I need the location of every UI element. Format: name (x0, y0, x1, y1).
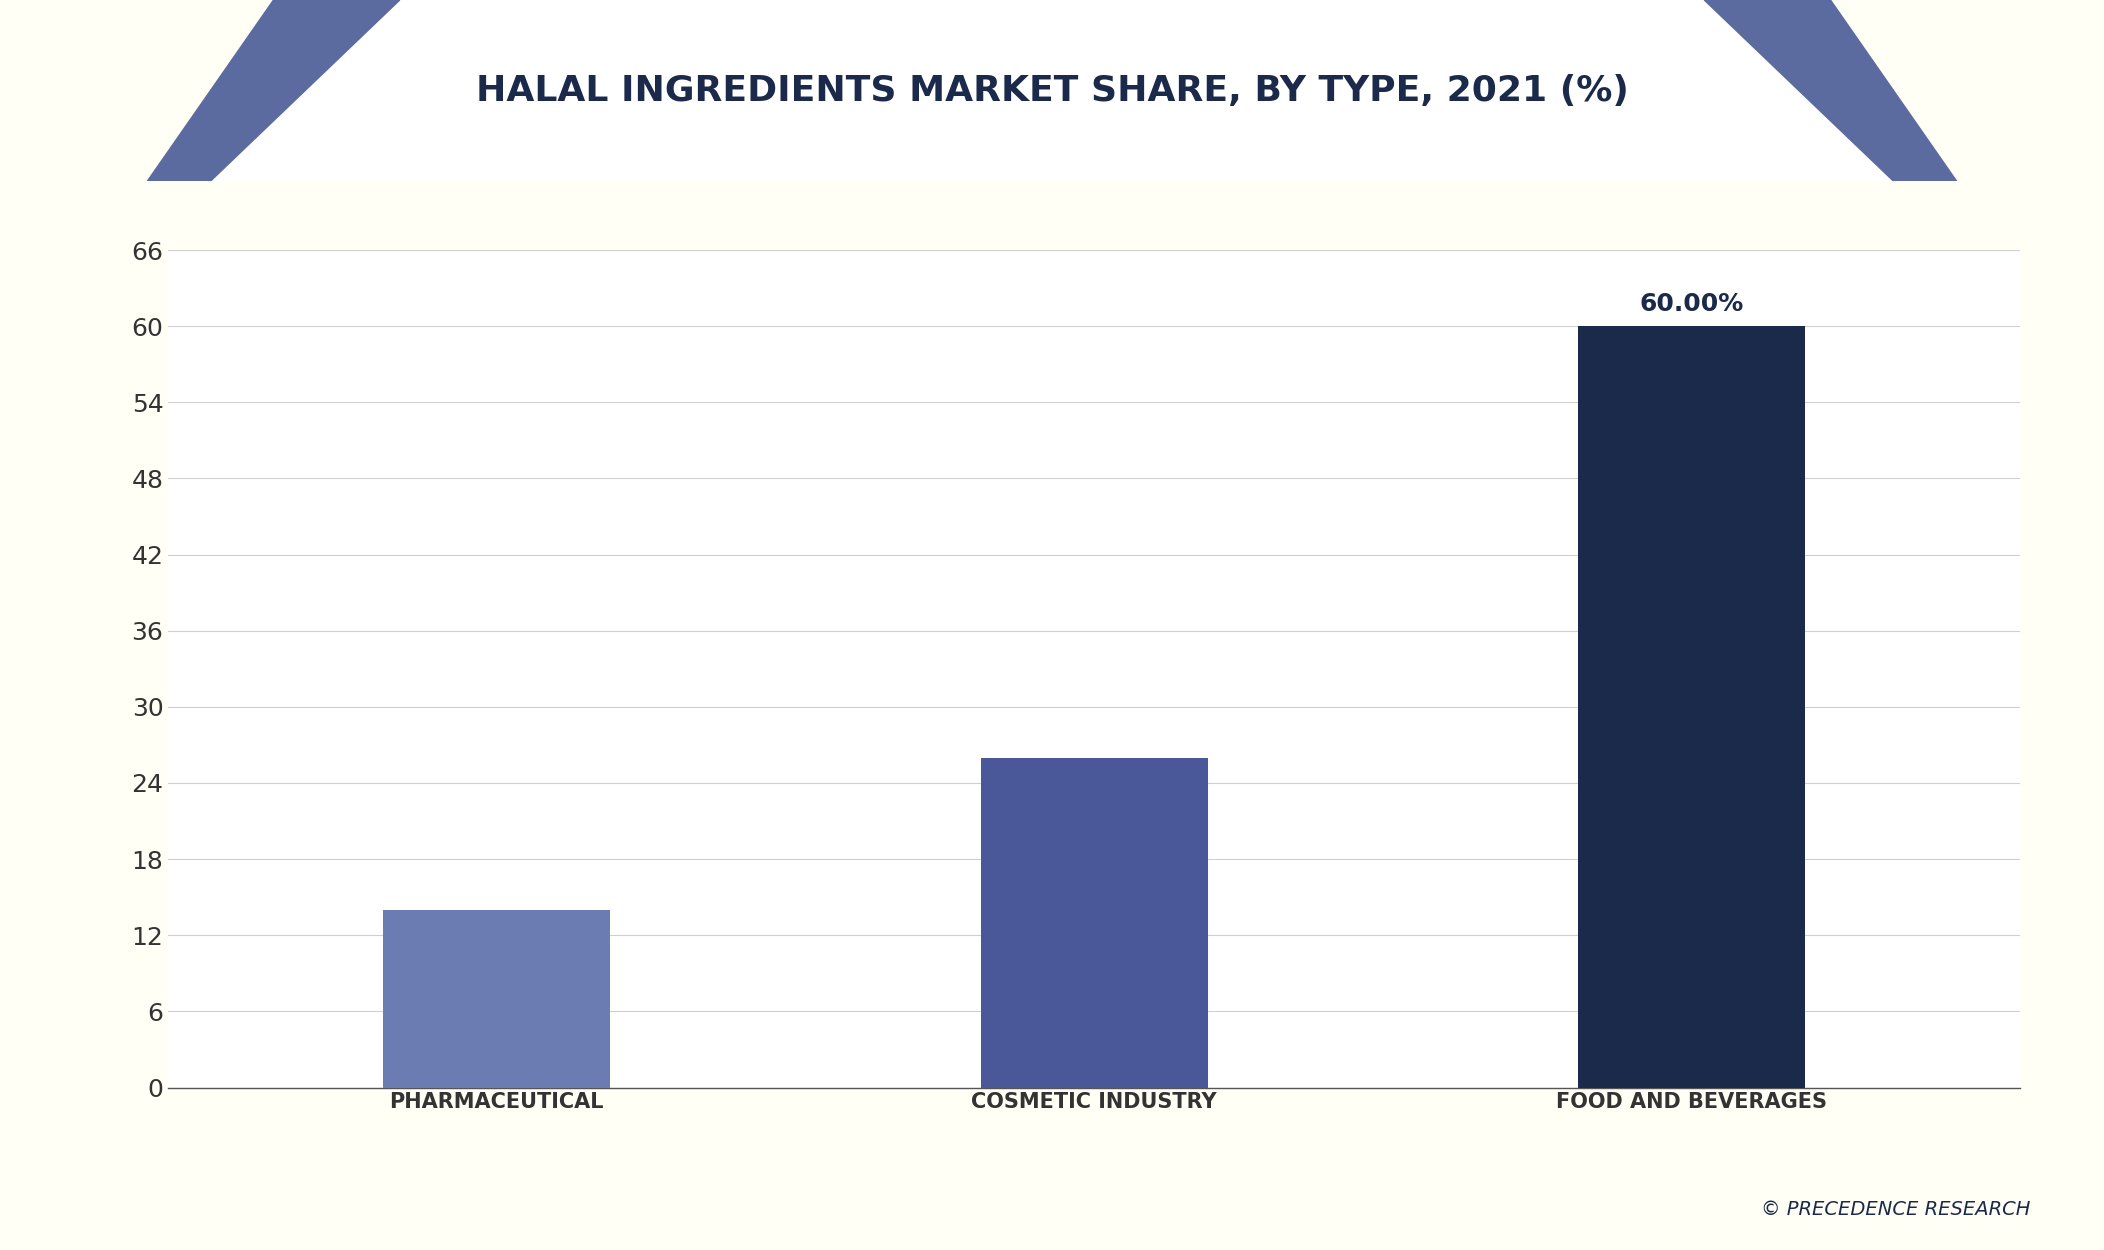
Polygon shape (1704, 0, 1957, 181)
Text: HALAL INGREDIENTS MARKET SHARE, BY TYPE, 2021 (%): HALAL INGREDIENTS MARKET SHARE, BY TYPE,… (476, 74, 1628, 108)
Bar (1578, 326, 1805, 1088)
Polygon shape (147, 0, 400, 181)
Polygon shape (147, 0, 1957, 181)
Bar (383, 910, 610, 1088)
Text: © PRECEDENCE RESEARCH: © PRECEDENCE RESEARCH (1761, 1200, 2030, 1219)
Text: 60.00%: 60.00% (1639, 292, 1744, 316)
Bar (980, 758, 1208, 1088)
